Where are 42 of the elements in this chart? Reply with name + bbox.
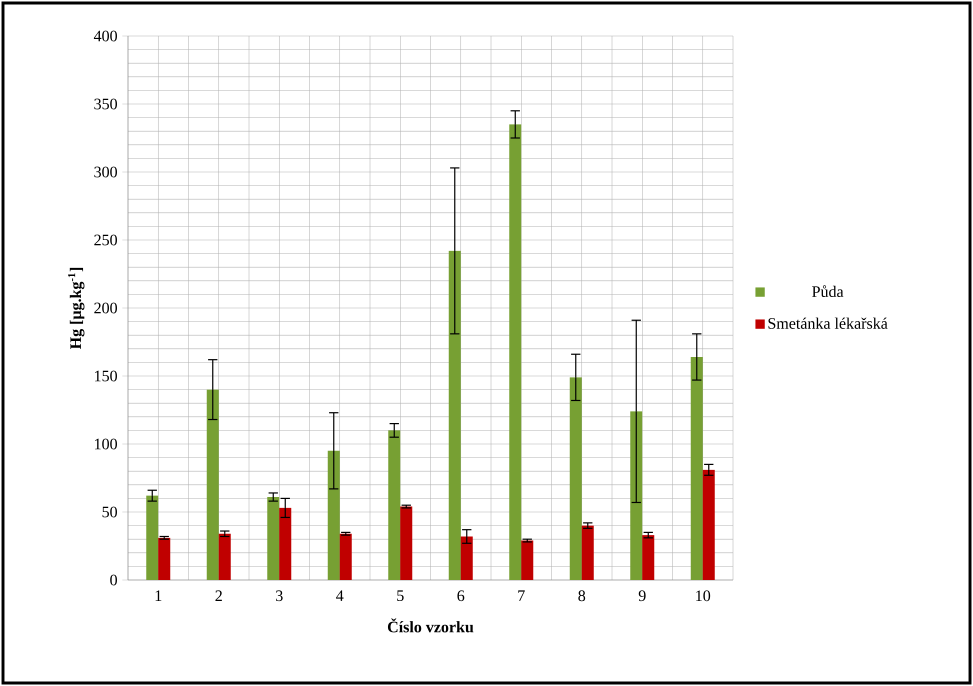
text: Hg [μg.kg$^{-1}$] — [68, 268, 84, 350]
bar — [279, 508, 292, 580]
bar — [328, 450, 340, 580]
x-tick-label: 3 — [276, 590, 283, 602]
bar — [340, 534, 352, 580]
text: Půda — [812, 285, 844, 298]
bar — [509, 124, 522, 580]
x-tick-label: 5 — [397, 590, 404, 602]
y-tick-label: 150 — [95, 370, 117, 382]
bar — [448, 250, 461, 580]
y-tick-label: 350 — [94, 98, 117, 110]
bar — [521, 540, 534, 580]
x-tick-label: 1 — [156, 590, 162, 601]
x-tick-label: 7 — [518, 590, 525, 601]
x-tick-label: 6 — [457, 590, 464, 602]
y-tick-label: 50 — [102, 506, 117, 518]
bar — [570, 377, 582, 580]
x-tick-label: 2 — [215, 590, 222, 601]
x-tick-label: 4 — [336, 590, 344, 601]
bar — [218, 534, 231, 580]
bar — [460, 536, 473, 580]
y-tick-label: 100 — [95, 438, 117, 450]
y-tick-label: 400 — [94, 30, 117, 42]
bar — [158, 538, 170, 580]
x-axis-title: Číslo vzorku — [388, 618, 474, 632]
y-tick-label: 0 — [110, 574, 117, 586]
bar — [642, 535, 654, 580]
bar — [702, 470, 715, 580]
y-tick-label: 300 — [94, 166, 117, 178]
bar — [388, 430, 400, 580]
bar — [400, 506, 412, 580]
y-tick-label: 200 — [94, 302, 117, 314]
bar — [146, 496, 158, 580]
x-tick-label: 9 — [638, 590, 646, 602]
bar — [206, 390, 219, 580]
x-tick-label: 8 — [578, 590, 586, 602]
x-tick-label: 10 — [696, 590, 710, 602]
bar — [267, 497, 280, 580]
bar — [582, 526, 594, 580]
y-tick-label: 250 — [94, 234, 117, 246]
bar — [690, 356, 703, 580]
legend-label: Smetánka lékařská — [768, 318, 888, 329]
